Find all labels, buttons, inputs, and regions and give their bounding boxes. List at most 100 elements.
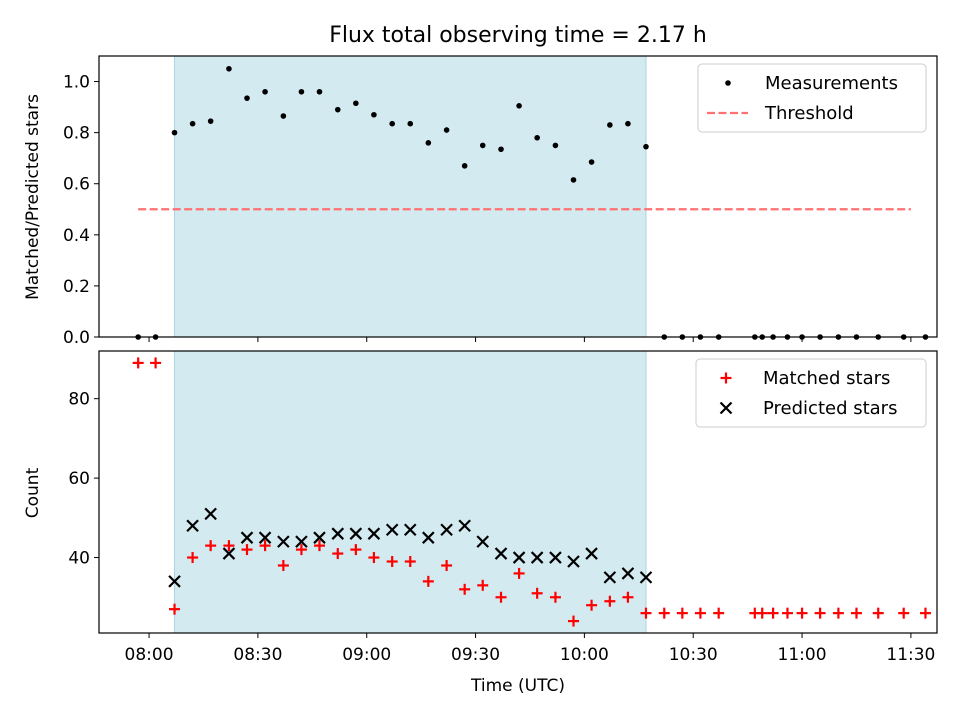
bottom-panel-series0-point [241, 544, 253, 556]
bottom-panel-series1-point-b [277, 535, 290, 548]
top-panel-y-tick-label: 1.0 [63, 73, 90, 93]
bottom-panel-series0-point [658, 607, 670, 619]
top-panel-series0-point [479, 142, 486, 149]
bottom-panel-series0-point [513, 567, 525, 579]
top-panel-observing-span [174, 55, 647, 338]
x-tick-label: 09:30 [451, 645, 500, 665]
top-panel-legend-label: Measurements [765, 73, 898, 94]
bottom-panel-series1-point [222, 547, 236, 560]
x-tick-label: 10:30 [669, 645, 718, 665]
bottom-panel-series0-point [694, 607, 706, 619]
bottom-panel-series0-point [872, 607, 884, 619]
bottom-panel-series1-point-b [512, 551, 526, 564]
bottom-panel-series1-point [494, 547, 508, 560]
top-panel-series0-point [262, 88, 268, 95]
bottom-panel-series1-point-b [639, 571, 653, 584]
top-panel-frame [98, 55, 938, 338]
bottom-panel-legend: Matched stars Predicted stars [695, 358, 927, 428]
bottom-panel-series0-point [640, 607, 652, 619]
top-panel-series0-point [189, 120, 196, 127]
top-panel-y-tick-label: 0.6 [63, 175, 90, 195]
bottom-panel-series1-point [549, 551, 562, 564]
top-panel-y-tick-label: 0.4 [63, 226, 90, 246]
bottom-panel-series1-point [258, 531, 272, 544]
top-panel-group: 0.0 0.2 0.4 0.6 0.8 1.0 Measurements Threshold [63, 55, 938, 348]
bottom-panel-series1-point [349, 527, 363, 540]
bottom-panel-series0-point [832, 607, 844, 619]
top-panel-series0-point [280, 113, 287, 119]
bottom-panel-series0-point [713, 607, 725, 619]
bottom-panel-observing-span [174, 350, 647, 634]
top-panel-series0-point [353, 100, 359, 107]
bottom-panel-series0-point [531, 587, 543, 599]
top-panel-y-tick-label: 0.0 [63, 328, 90, 348]
bottom-panel-series0-point [332, 548, 344, 560]
top-panel-series0-point [516, 103, 522, 109]
bottom-panel-series0-point [850, 607, 862, 619]
bottom-panel-series1-point-b [295, 535, 308, 548]
bottom-panel-y-tick-label: 40 [68, 549, 90, 569]
x-axis-title: Time (UTC) [470, 676, 565, 696]
bottom-panel-series0-point [132, 357, 144, 369]
bottom-panel-y-tick-label: 80 [68, 390, 90, 410]
bottom-y-axis-title: Count [23, 467, 43, 518]
bottom-panel-series1-point-b [186, 519, 199, 533]
bottom-panel-series0-point [622, 591, 634, 603]
top-panel-series0-point [316, 88, 323, 95]
bottom-panel-series0-point [459, 583, 471, 595]
top-panel-series0-point [461, 163, 468, 169]
bottom-panel-legend-box [695, 358, 927, 428]
bottom-panel-series1-point-b [422, 531, 435, 544]
bottom-panel-series1-point [186, 519, 199, 533]
top-panel-series0-point [552, 142, 559, 149]
bottom-panel-series1-point [639, 571, 653, 584]
bottom-panel-legend-label: Predicted stars [763, 398, 897, 419]
bottom-panel-legend-swatch-b [719, 401, 733, 415]
bottom-panel-series1-point-b [367, 527, 381, 540]
bottom-panel-series1-point-b [331, 527, 345, 540]
bottom-panel-series0-point [549, 591, 561, 603]
bottom-panel-series1-point [530, 551, 544, 564]
bottom-panel-group: 40 60 80 08:00 08:30 09:00 09:30 10:00 10:30 11:0… [68, 350, 938, 665]
bottom-panel-series0-point [404, 556, 416, 568]
top-y-axis-title: Matched/Predicted stars [23, 94, 43, 300]
top-panel-series0-point [244, 95, 250, 101]
top-panel-series0-point [607, 122, 613, 128]
plot-layer: 0.0 0.2 0.4 0.6 0.8 1.0 Measurements Threshold 4… [63, 55, 938, 665]
top-panel-series0-point [588, 159, 595, 165]
bottom-panel-series1-point [240, 531, 254, 544]
top-panel-series0-point [389, 120, 395, 127]
top-panel-series0-point [534, 134, 540, 141]
bottom-panel-series0-point [586, 599, 598, 611]
top-panel-y-tick-label: 0.8 [63, 124, 90, 144]
bottom-panel-series1-point-b [585, 547, 598, 560]
x-tick-label: 08:30 [233, 645, 282, 665]
bottom-panel-series1-point [277, 535, 290, 548]
bottom-panel-series0-point [295, 544, 307, 556]
bottom-panel-series1-point-b [385, 523, 399, 537]
bottom-panel-series0-point [259, 540, 271, 552]
bottom-panel-series1-point-b [240, 531, 254, 544]
bottom-panel-series1-point-b [349, 527, 363, 540]
bottom-panel-series0-point [277, 559, 289, 571]
bottom-panel-series1-point [476, 535, 490, 548]
bottom-panel-series1-point-b [621, 567, 635, 580]
x-tick-label: 08:00 [125, 645, 174, 665]
top-panel-series0-point [498, 146, 504, 153]
bottom-panel-series1-point-b [549, 551, 562, 564]
bottom-panel-series1-point-b [530, 551, 544, 564]
top-panel-series0-point [371, 111, 377, 118]
top-panel-series0-point [207, 118, 214, 124]
bottom-panel-series1-point-b [440, 523, 453, 537]
bottom-panel-series0-point [422, 575, 434, 587]
bottom-panel-series0-point [441, 559, 453, 571]
bottom-panel-series1-point [168, 575, 181, 588]
bottom-panel-series1-point [440, 523, 453, 537]
bottom-panel-series1-point-b [494, 547, 508, 560]
bottom-panel-series0-point [368, 552, 380, 564]
top-panel-series0-point [570, 177, 577, 183]
top-panel-legend-label: Threshold [764, 103, 854, 124]
bottom-panel-series0-point [781, 607, 793, 619]
bottom-panel-series0-point [796, 607, 808, 619]
